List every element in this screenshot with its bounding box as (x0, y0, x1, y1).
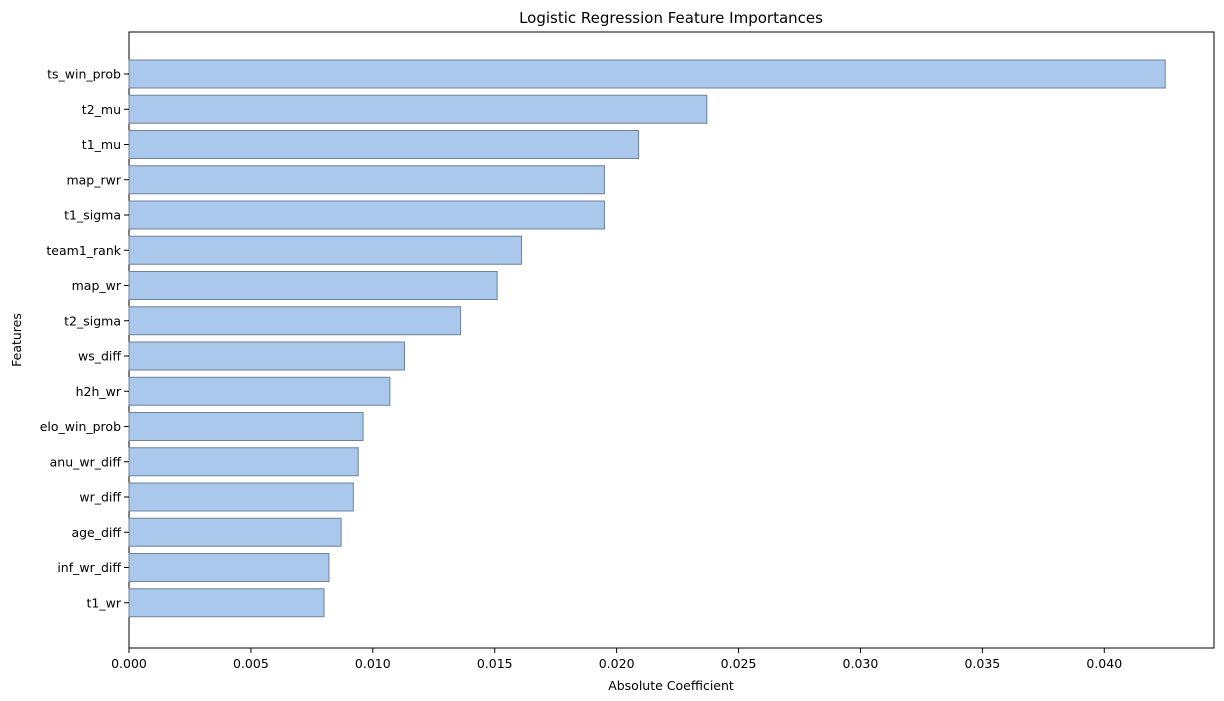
bar-t1-sigma (128, 200, 605, 230)
bar-h2h-wr (128, 376, 391, 406)
x-tick-label: 0.000 (111, 656, 147, 671)
y-tick-label: t2_mu (82, 102, 121, 117)
y-tick-label: map_wr (72, 278, 122, 293)
bar-anu-wr-diff (128, 447, 359, 477)
bar-map-rwr (128, 165, 605, 195)
x-axis-label: Absolute Coefficient (608, 678, 734, 693)
bar-inf-wr-diff (128, 553, 330, 582)
bar-t2-sigma (128, 306, 462, 336)
y-tick-label: h2h_wr (76, 384, 122, 399)
y-axis-label: Features (9, 313, 24, 367)
x-tick-label: 0.005 (233, 656, 269, 671)
x-tick-label: 0.025 (721, 656, 757, 671)
y-tick-label: ws_diff (78, 349, 121, 364)
y-tick-label: t2_sigma (64, 313, 121, 328)
y-tick-label: t1_wr (87, 595, 122, 610)
bar-t1-wr (128, 588, 325, 618)
x-axis-ticks: 0.000 0.005 0.010 0.015 0.020 0.025 0.030 0.035… (111, 648, 1122, 671)
bar-map-wr (128, 271, 498, 300)
y-tick-label: wr_diff (79, 490, 121, 505)
x-tick-label: 0.015 (477, 656, 513, 671)
x-tick-label: 0.030 (843, 656, 879, 671)
y-tick-label: ts_win_prob (47, 67, 121, 82)
y-tick-label: t1_sigma (64, 208, 121, 223)
bar-wr-diff (128, 482, 354, 512)
y-tick-label: t1_mu (82, 137, 121, 152)
bar-age-diff (128, 517, 342, 547)
y-tick-label: inf_wr_diff (57, 560, 121, 575)
bars-group (128, 59, 1166, 618)
bar-ts-win-prob (128, 59, 1166, 89)
y-tick-label: elo_win_prob (40, 419, 121, 434)
x-tick-label: 0.010 (355, 656, 391, 671)
chart-title: Logistic Regression Feature Importances (519, 9, 823, 27)
bar-ws-diff (128, 341, 406, 371)
y-tick-label: team1_rank (46, 243, 121, 258)
bar-elo-win-prob (128, 412, 364, 441)
x-tick-label: 0.020 (599, 656, 635, 671)
y-tick-label: anu_wr_diff (50, 454, 122, 469)
plot-area (128, 31, 1215, 649)
bar-team1-rank (128, 235, 523, 265)
bar-t2-mu (128, 94, 708, 124)
y-tick-label: age_diff (71, 525, 121, 540)
bar-t1-mu (128, 130, 640, 159)
y-axis-ticks: ts_win_prob t2_mu t1_mu map_rwr t1_sigmateam… (40, 67, 129, 610)
x-tick-label: 0.040 (1086, 656, 1122, 671)
y-tick-label: map_rwr (66, 172, 121, 187)
x-tick-label: 0.035 (964, 656, 1000, 671)
